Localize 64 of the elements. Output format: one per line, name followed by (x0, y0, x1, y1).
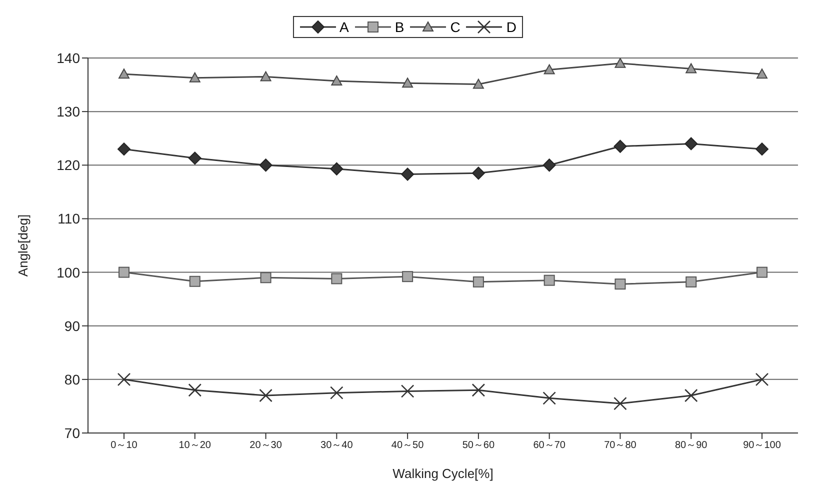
point (330, 386, 344, 400)
point (614, 58, 626, 68)
point (402, 271, 414, 282)
point (330, 162, 344, 176)
x-tick-label: 20～30 (250, 440, 282, 452)
x-tick-label: 10～20 (178, 440, 212, 452)
point (544, 64, 555, 74)
point (402, 78, 414, 88)
point (472, 276, 484, 288)
x-tick-label: 60～70 (533, 440, 566, 452)
y-tick-label: 100 (56, 264, 80, 280)
point (472, 78, 484, 89)
point (259, 388, 272, 402)
y-tick-label: 70 (64, 424, 80, 441)
legend-label: B (394, 19, 404, 35)
point (472, 166, 485, 180)
point (118, 68, 130, 79)
point (472, 383, 486, 397)
point (331, 76, 342, 86)
point (542, 392, 556, 405)
y-tick-label: 110 (58, 210, 80, 227)
point (756, 142, 768, 156)
point (189, 276, 200, 287)
point (260, 272, 272, 284)
y-tick-label: 130 (56, 104, 80, 120)
point (331, 273, 342, 284)
point (614, 396, 627, 410)
point (614, 278, 626, 290)
legend-label: A (340, 19, 349, 35)
y-tick-label: 120 (56, 157, 80, 174)
point (188, 152, 202, 165)
point (189, 72, 200, 82)
point (188, 383, 202, 397)
point (756, 68, 768, 79)
x-axis-title: Walking Cycle[%] (392, 466, 494, 481)
x-tick-label: 50～60 (462, 440, 496, 452)
point (755, 372, 769, 386)
legend-label: C (450, 19, 460, 35)
y-tick-label: 80 (64, 371, 80, 388)
point (260, 71, 272, 82)
point (118, 142, 130, 156)
point (118, 266, 130, 278)
point (686, 63, 697, 74)
point (400, 384, 414, 398)
point (544, 274, 555, 286)
point (684, 137, 698, 150)
y-tick-label: 90 (64, 318, 80, 334)
x-tick-label: 0～10 (110, 440, 138, 452)
x-tick-label: 90～100 (743, 440, 782, 452)
point (117, 372, 131, 386)
point (684, 388, 698, 402)
point (686, 276, 697, 288)
point (542, 158, 556, 172)
point (259, 158, 272, 172)
y-tick-label: 140 (56, 50, 80, 66)
point (756, 266, 768, 278)
x-tick-label: 70～80 (604, 440, 637, 452)
point (401, 168, 414, 181)
x-tick-label: 30～40 (320, 440, 354, 452)
point (614, 140, 627, 153)
legend-label: D (506, 19, 516, 35)
y-axis-title: Angle[deg] (16, 214, 31, 277)
x-tick-label: 80～90 (674, 440, 708, 452)
x-tick-label: 40～50 (391, 440, 424, 452)
